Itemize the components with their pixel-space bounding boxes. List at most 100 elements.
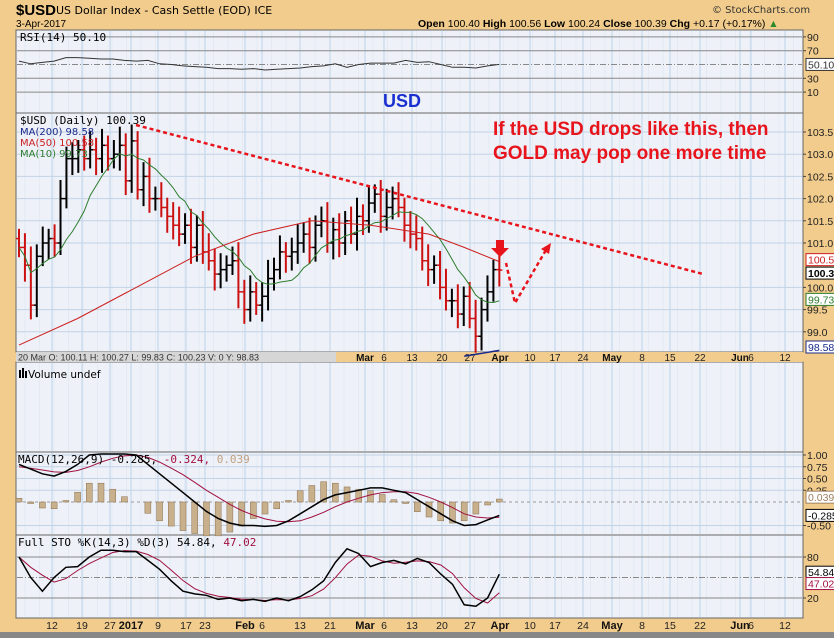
- top-axis-label: May: [602, 353, 622, 364]
- macd-histogram-bar: [332, 482, 339, 503]
- bottom-axis-label: 27: [464, 620, 476, 632]
- macd-histogram-bar: [50, 501, 58, 510]
- high-label: High: [483, 18, 506, 30]
- ma10-tag-box: [805, 292, 834, 306]
- top-axis-label: 27: [464, 353, 476, 364]
- bottom-axis-label: 12: [779, 620, 791, 632]
- macd-histogram-bar: [308, 485, 316, 503]
- macd-histogram-bar: [226, 501, 234, 533]
- macd-histogram-bar: [414, 501, 421, 513]
- macd-histogram-bar: [449, 501, 456, 524]
- info-bar-text: 20 Mar O: 100.11 H: 100.27 L: 99.83 C: 1…: [18, 353, 259, 363]
- macd-histogram-bar: [168, 501, 175, 527]
- macd-histogram-bar: [378, 494, 386, 503]
- ma10-tag: 99.73: [808, 294, 834, 306]
- price-tick-label: 102.5: [807, 171, 833, 183]
- ma50-line: [18, 220, 500, 346]
- macd-histogram-bar: [121, 496, 128, 503]
- price-tick-label: 101.5: [807, 216, 833, 228]
- sto-panel: [15, 534, 804, 619]
- bottom-axis-label: 8: [639, 620, 645, 632]
- macd-tick-label: -0.50: [807, 521, 831, 533]
- rsi-tick-label: 70: [807, 46, 819, 58]
- rsi-tick-label: 10: [807, 87, 819, 99]
- ma200-legend: MA(200) 98.58: [20, 127, 94, 138]
- ma50-tag: 100.58: [808, 255, 834, 267]
- volume-bars-icon: [25, 371, 27, 378]
- note-line-1: If the USD drops like this, then: [493, 119, 769, 140]
- macd-histogram-bar: [320, 481, 327, 503]
- volume-bars-icon: [19, 370, 21, 378]
- sto-d-tag-box: [805, 577, 834, 591]
- high-value: 100.56: [509, 18, 541, 30]
- bottom-axis-label: May: [601, 620, 623, 632]
- price-tick-label: 102.0: [807, 194, 833, 206]
- price-legend-title: $USD (Daily) 100.39: [20, 114, 146, 127]
- bottom-axis-label: 6: [381, 620, 387, 632]
- macd-histogram-bar: [425, 501, 433, 518]
- ma10-legend: MA(10) 99.73: [20, 149, 88, 160]
- bottom-axis-label: 12: [46, 620, 58, 632]
- price-tick-label: 99.0: [807, 327, 828, 339]
- macd-histogram-bar: [355, 488, 362, 503]
- sto-k-line: [18, 547, 500, 607]
- bottom-axis-label: Apr: [491, 620, 511, 632]
- chg-value: +0.17 (+0.17%): [693, 18, 765, 30]
- bottom-axis-label: 24: [577, 620, 589, 632]
- macd-histogram-bar: [144, 501, 152, 514]
- top-axis-row: [16, 352, 803, 362]
- bottom-axis-label: 21: [324, 620, 336, 632]
- macd-histogram-bar: [285, 500, 292, 503]
- watermark: © StockCharts.com: [712, 5, 810, 16]
- close-tag: 100.39: [808, 268, 834, 280]
- macd-line: [18, 453, 500, 528]
- macd-histogram-bar: [460, 501, 468, 522]
- price-tick-label: 101.0: [807, 238, 833, 250]
- sto-tick-label: 80: [807, 552, 819, 564]
- bottom-axis-label: 20: [436, 620, 448, 632]
- bottom-axis-label: 6: [259, 620, 265, 632]
- sto-d-tag: 47.02: [808, 579, 834, 591]
- rsi-panel: [15, 29, 804, 114]
- up-triangle-icon: ▲: [768, 18, 778, 30]
- macd-panel: [15, 451, 804, 536]
- macd-histogram-bar: [238, 501, 245, 527]
- macd-histogram-bar: [97, 482, 105, 503]
- chart-date: 3-Apr-2017: [16, 19, 66, 30]
- arrowhead-icon: [541, 243, 551, 254]
- bottom-axis-label: 13: [406, 620, 418, 632]
- macd-tick-label: 0.50: [807, 474, 828, 486]
- sto-legend: Full STO %K(14,3) %D(3) 54.84, 47.02: [18, 536, 256, 549]
- top-axis-label: 12: [779, 353, 791, 364]
- macd-histogram-bar: [472, 501, 480, 515]
- bottom-border: [0, 632, 834, 638]
- ohlc-header: Open 100.40 High 100.56 Low 100.24 Close…: [418, 18, 779, 30]
- rsi-legend: RSI(14) 50.10: [20, 31, 106, 44]
- macd-histogram-bar: [250, 501, 257, 519]
- price-tick-label: 99.5: [807, 305, 828, 317]
- macd-histogram-bar: [191, 501, 198, 534]
- macd-histogram-bar: [39, 501, 46, 509]
- rsi-current-tag-box: [805, 57, 834, 71]
- price-tick-label: 100.0: [807, 282, 833, 294]
- macd-histogram-bar: [179, 501, 187, 531]
- macd-tick-label: 0.75: [807, 462, 828, 474]
- macd-hist-tag: 0.039: [808, 492, 834, 504]
- volume-legend: Volume undef: [28, 369, 101, 381]
- macd-value-tag-box: [805, 508, 834, 522]
- ma50-legend: MA(50) 100.58: [20, 138, 94, 149]
- ma200-tag-box: [805, 340, 834, 354]
- rsi-tick-label: 90: [807, 32, 819, 44]
- sto-k-tag: 54.84: [808, 567, 834, 579]
- ma50-tag-box: [805, 253, 834, 267]
- bottom-axis-label: 23: [199, 620, 211, 632]
- bottom-axis-label: 15: [664, 620, 676, 632]
- price-tick-label: 103.0: [807, 149, 833, 161]
- macd-histogram-bar: [296, 490, 304, 503]
- usd-label: USD: [383, 91, 421, 111]
- top-axis-label: 15: [664, 353, 676, 364]
- chg-label: Chg: [670, 18, 690, 30]
- macd-histogram-bar: [273, 501, 280, 510]
- macd-histogram-bar: [367, 490, 374, 503]
- price-legend: $USD (Daily) 100.39 MA(200) 98.58 MA(50)…: [20, 114, 146, 160]
